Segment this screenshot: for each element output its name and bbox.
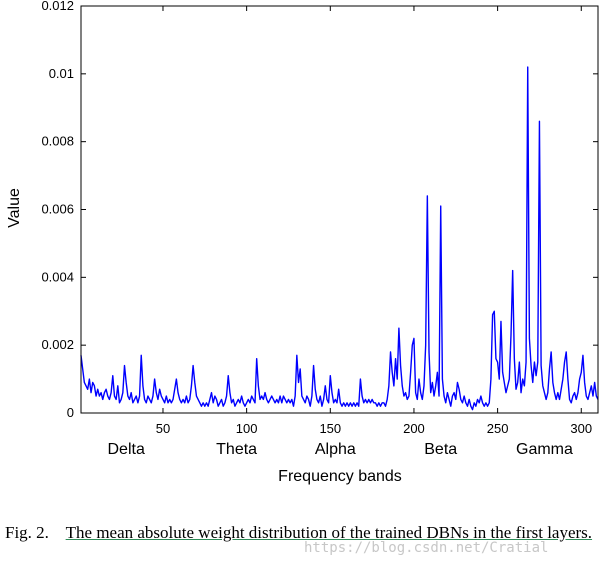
band-label: Theta <box>216 441 257 458</box>
x-tick-label: 150 <box>319 421 341 436</box>
y-tick-label: 0.002 <box>41 337 74 352</box>
band-label: Delta <box>107 441 144 458</box>
band-label: Beta <box>424 441 457 458</box>
watermark: https://blog.csdn.net/Cratial <box>304 540 549 556</box>
band-labels: Delta Theta Alpha Beta Gamma <box>107 441 573 458</box>
line-chart: 50 100 150 200 250 300 00.0020.0040.0060.0080… <box>6 0 599 485</box>
band-label: Alpha <box>315 441 356 458</box>
axis-ticks <box>81 5 598 414</box>
y-tick-label: 0.006 <box>41 202 74 217</box>
band-label: Gamma <box>516 441 573 458</box>
caption-text: The mean absolute weight distribution of… <box>65 523 593 542</box>
y-tick-labels: 0 0.002 0.004 0.006 0.008 0.01 0.012 <box>41 0 74 420</box>
y-tick-label: 0.01 <box>49 66 74 81</box>
x-tick-labels: 50 100 150 200 250 300 <box>156 421 592 436</box>
figure-caption: Fig. 2. The mean absolute weight distrib… <box>5 522 601 543</box>
y-tick-label: 0.012 <box>41 0 74 13</box>
y-tick-label: 0 <box>67 405 74 420</box>
x-tick-label: 100 <box>236 421 258 436</box>
y-tick-label: 0.008 <box>41 134 74 149</box>
x-tick-label: 200 <box>403 421 425 436</box>
y-tick-label: 0.004 <box>41 269 74 284</box>
series-line <box>80 66 599 411</box>
x-tick-label: 50 <box>156 421 170 436</box>
plot-frame <box>80 5 599 414</box>
x-tick-label: 250 <box>487 421 509 436</box>
x-tick-label: 300 <box>570 421 592 436</box>
caption-prefix: Fig. 2. <box>5 523 49 542</box>
y-axis-title: Value <box>6 188 23 228</box>
x-axis-title: Frequency bands <box>278 468 402 485</box>
